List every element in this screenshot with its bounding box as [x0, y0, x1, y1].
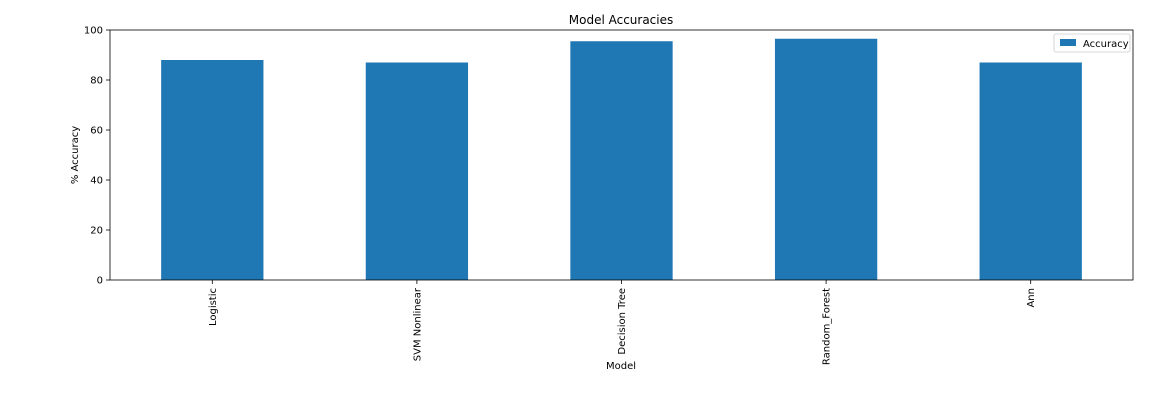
- x-tick-label: Ann: [1026, 288, 1037, 308]
- bar-logistic: [161, 60, 264, 280]
- x-axis-label: Model: [606, 361, 636, 372]
- y-tick-label: 80: [90, 76, 103, 87]
- y-tick-label: 20: [90, 226, 103, 237]
- x-tick-label: Random_Forest: [822, 288, 833, 365]
- y-axis-label: % Accuracy: [70, 126, 81, 184]
- bar-ann: [979, 62, 1082, 280]
- chart-title: Model Accuracies: [569, 13, 674, 27]
- bar-decision-tree: [570, 41, 673, 280]
- y-axis-ticks: 0 20 40 60 80 100: [84, 26, 110, 287]
- y-tick-label: 40: [90, 176, 103, 187]
- plot-frame: [109, 29, 1134, 281]
- x-tick-label: Decision Tree: [617, 288, 628, 355]
- x-tick-label: Logistic: [208, 288, 219, 326]
- legend-swatch: [1060, 39, 1076, 46]
- y-tick-label: 0: [97, 276, 103, 287]
- bar-random-forest: [774, 38, 878, 280]
- x-tick-label: SVM Nonlinear: [412, 287, 423, 361]
- legend: Accuracy: [1053, 33, 1131, 53]
- legend-frame: [1053, 33, 1131, 53]
- legend-label-accuracy: Accuracy: [1083, 39, 1129, 50]
- bars-layer: [161, 38, 1082, 280]
- y-tick-label: 60: [90, 126, 103, 137]
- y-tick-label: 100: [84, 26, 103, 37]
- x-axis-ticks: Logistic SVM Nonlinear Decision Tree Random…: [208, 280, 1037, 365]
- bar-svm-nonlinear: [365, 62, 469, 280]
